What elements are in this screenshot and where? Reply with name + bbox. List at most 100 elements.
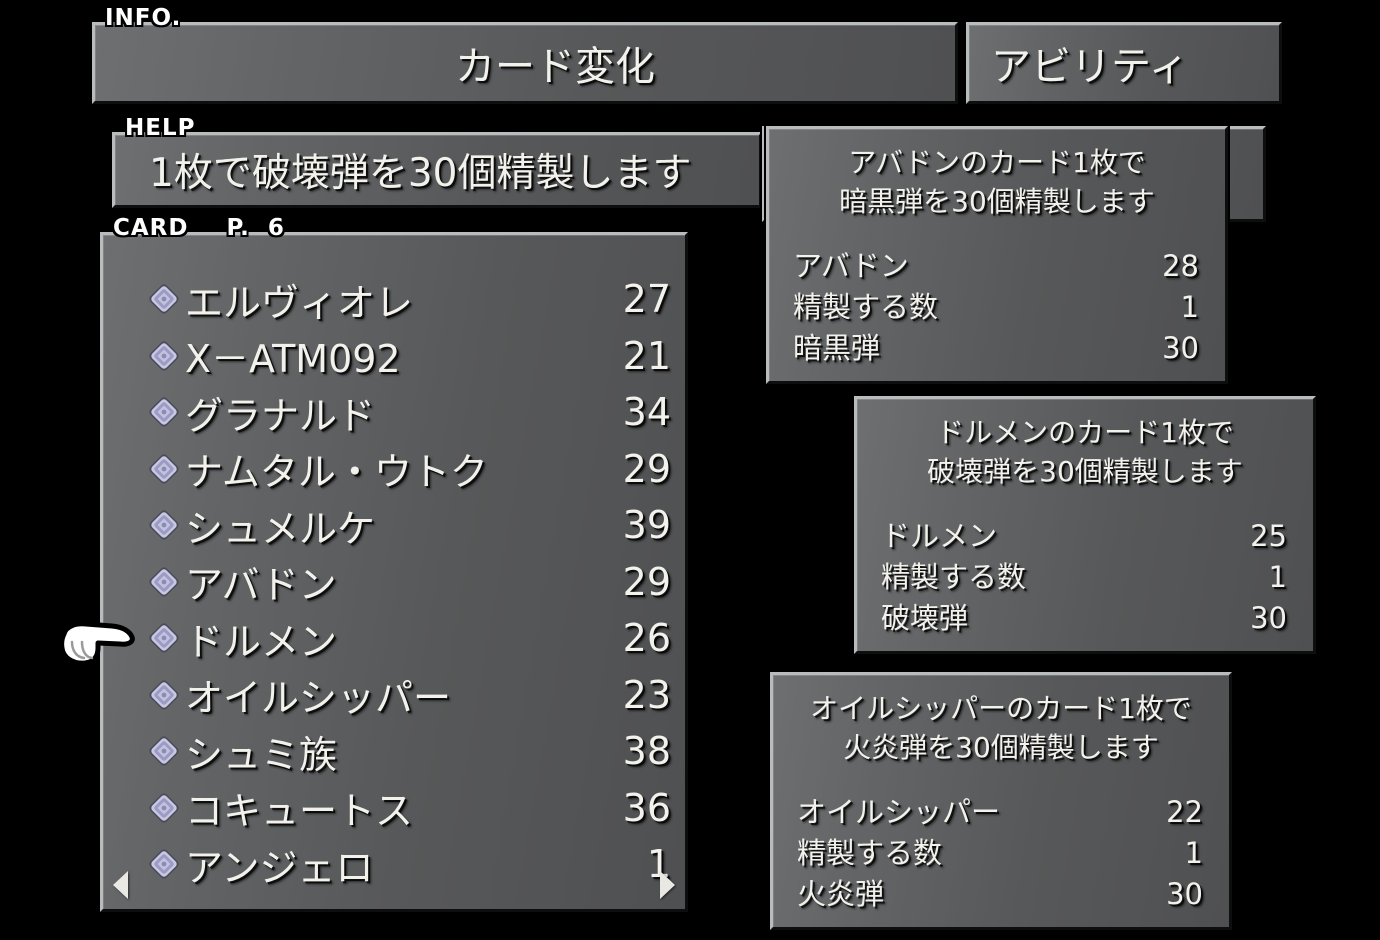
refine-stats: アバドン 28 精製する数 1 暗黒弾 30 bbox=[793, 246, 1199, 369]
card-list-item[interactable]: オイルシッパー 23 bbox=[147, 667, 671, 724]
card-tab-label: CARD P. 6 bbox=[111, 213, 286, 243]
card-name: オイルシッパー bbox=[185, 676, 452, 721]
refine-description-line1: アバドンのカード1枚で bbox=[848, 146, 1146, 179]
diamond-icon bbox=[147, 565, 181, 599]
stat-value: 1 bbox=[1184, 836, 1203, 870]
ability-window[interactable]: アビリティ bbox=[966, 22, 1282, 104]
stat-row: アバドン 28 bbox=[793, 246, 1199, 287]
stat-label: ドルメン bbox=[881, 519, 998, 553]
stat-label: 火炎弾 bbox=[797, 877, 885, 911]
stat-label: オイルシッパー bbox=[797, 795, 1001, 829]
card-list-item[interactable]: グラナルド 34 bbox=[147, 384, 671, 441]
stat-row: 精製する数 1 bbox=[881, 557, 1287, 598]
stat-value: 30 bbox=[1250, 601, 1287, 635]
diamond-icon bbox=[147, 508, 181, 542]
card-list-item[interactable]: ナムタル・ウトク 29 bbox=[147, 441, 671, 498]
card-list-item[interactable]: X－ATM092 21 bbox=[147, 328, 671, 385]
refine-description-line1: ドルメンのカード1枚で bbox=[936, 416, 1234, 449]
diamond-icon bbox=[147, 791, 181, 825]
card-name: アバドン bbox=[185, 563, 337, 608]
refine-detail-panel: アバドンのカード1枚で 暗黒弾を30個精製します アバドン 28 精製する数 1… bbox=[766, 126, 1228, 384]
diamond-icon bbox=[147, 395, 181, 429]
card-list-item[interactable]: コキュートス 36 bbox=[147, 780, 671, 837]
stat-row: ドルメン 25 bbox=[881, 516, 1287, 557]
refine-description: アバドンのカード1枚で 暗黒弾を30個精製します bbox=[769, 143, 1225, 221]
card-page-label: P. bbox=[224, 213, 250, 243]
stat-label: 精製する数 bbox=[793, 290, 939, 324]
card-list-item[interactable]: シュメルケ 39 bbox=[147, 497, 671, 554]
refine-description-line2: 暗黒弾を30個精製します bbox=[839, 185, 1155, 218]
diamond-icon bbox=[147, 847, 181, 881]
card-quantity: 26 bbox=[622, 616, 671, 661]
stat-row: 火炎弾 30 bbox=[797, 874, 1203, 915]
card-list-item[interactable]: シュミ族 38 bbox=[147, 723, 671, 780]
card-quantity: 38 bbox=[622, 729, 671, 774]
stat-value: 1 bbox=[1180, 290, 1199, 324]
stat-label: 精製する数 bbox=[797, 836, 943, 870]
diamond-icon bbox=[147, 282, 181, 316]
refine-description: オイルシッパーのカード1枚で 火炎弾を30個精製します bbox=[773, 689, 1229, 767]
diamond-icon bbox=[147, 678, 181, 712]
card-quantity: 29 bbox=[622, 559, 671, 604]
card-quantity: 1 bbox=[646, 842, 671, 887]
stat-label: 破壊弾 bbox=[881, 601, 969, 635]
stat-value: 30 bbox=[1166, 877, 1203, 911]
stat-value: 30 bbox=[1162, 331, 1199, 365]
card-name: シュミ族 bbox=[185, 732, 338, 777]
stat-value: 1 bbox=[1268, 560, 1287, 594]
card-name: ナムタル・ウトク bbox=[185, 450, 488, 495]
help-window: HELP 1枚で破壊弾を30個精製します bbox=[112, 113, 762, 208]
help-text: 1枚で破壊弾を30個精製します bbox=[149, 151, 692, 196]
card-quantity: 21 bbox=[622, 333, 671, 378]
refine-detail-panel: オイルシッパーのカード1枚で 火炎弾を30個精製します オイルシッパー 22 精… bbox=[770, 672, 1232, 930]
card-name: シュメルケ bbox=[185, 506, 376, 551]
card-list: エルヴィオレ 27 X－ATM092 21 グラナルド 34 ナムタル・ウトク 29 シュメルケ… bbox=[147, 271, 671, 893]
stat-row: 精製する数 1 bbox=[793, 287, 1199, 328]
card-quantity: 39 bbox=[622, 503, 671, 548]
refine-stats: ドルメン 25 精製する数 1 破壊弾 30 bbox=[881, 516, 1287, 639]
diamond-icon bbox=[147, 734, 181, 768]
refine-description-line2: 火炎弾を30個精製します bbox=[843, 731, 1159, 764]
card-list-item[interactable]: アバドン 29 bbox=[147, 554, 671, 611]
refine-description-line1: オイルシッパーのカード1枚で bbox=[810, 692, 1192, 725]
card-name: アンジェロ bbox=[185, 845, 374, 890]
card-name: X－ATM092 bbox=[185, 337, 401, 382]
card-list-item[interactable]: ドルメン 26 bbox=[147, 610, 671, 667]
info-tab-label: INFO. bbox=[103, 3, 182, 33]
stat-row: 破壊弾 30 bbox=[881, 598, 1287, 639]
stat-value: 22 bbox=[1166, 795, 1203, 829]
card-tab-text: CARD bbox=[111, 213, 190, 243]
stat-row: 精製する数 1 bbox=[797, 833, 1203, 874]
card-list-window[interactable]: CARD P. 6 エルヴィオレ 27 X－ATM092 21 グラナルド 34 ナムタル・ウト… bbox=[100, 213, 688, 912]
card-quantity: 29 bbox=[622, 446, 671, 491]
triangle-left-icon[interactable] bbox=[113, 871, 128, 899]
stat-label: 精製する数 bbox=[881, 560, 1027, 594]
card-name: ドルメン bbox=[185, 619, 338, 664]
refine-detail-panel: ドルメンのカード1枚で 破壊弾を30個精製します ドルメン 25 精製する数 1… bbox=[854, 396, 1316, 654]
card-quantity: 36 bbox=[622, 785, 671, 830]
diamond-icon bbox=[147, 621, 181, 655]
stat-row: オイルシッパー 22 bbox=[797, 792, 1203, 833]
card-quantity: 23 bbox=[622, 672, 671, 717]
card-quantity: 27 bbox=[622, 277, 671, 322]
stat-row: 暗黒弾 30 bbox=[793, 328, 1199, 369]
card-list-item[interactable]: エルヴィオレ 27 bbox=[147, 271, 671, 328]
card-page-number: 6 bbox=[266, 213, 286, 243]
refine-description-line2: 破壊弾を30個精製します bbox=[927, 455, 1243, 488]
card-name: エルヴィオレ bbox=[185, 280, 414, 325]
card-name: グラナルド bbox=[185, 393, 376, 438]
stat-label: 暗黒弾 bbox=[793, 331, 881, 365]
card-list-item[interactable]: アンジェロ 1 bbox=[147, 836, 671, 893]
info-title: カード変化 bbox=[455, 44, 655, 90]
refine-description: ドルメンのカード1枚で 破壊弾を30個精製します bbox=[857, 413, 1313, 491]
stat-label: アバドン bbox=[793, 249, 909, 283]
triangle-right-icon[interactable] bbox=[660, 871, 675, 899]
help-tab-label: HELP bbox=[123, 113, 197, 143]
refine-stats: オイルシッパー 22 精製する数 1 火炎弾 30 bbox=[797, 792, 1203, 915]
info-window: INFO. カード変化 bbox=[92, 3, 958, 104]
card-quantity: 34 bbox=[622, 390, 671, 435]
card-name: コキュートス bbox=[185, 789, 414, 834]
pointing-hand-cursor bbox=[59, 621, 135, 666]
diamond-icon bbox=[147, 339, 181, 373]
stat-value: 25 bbox=[1250, 519, 1287, 553]
